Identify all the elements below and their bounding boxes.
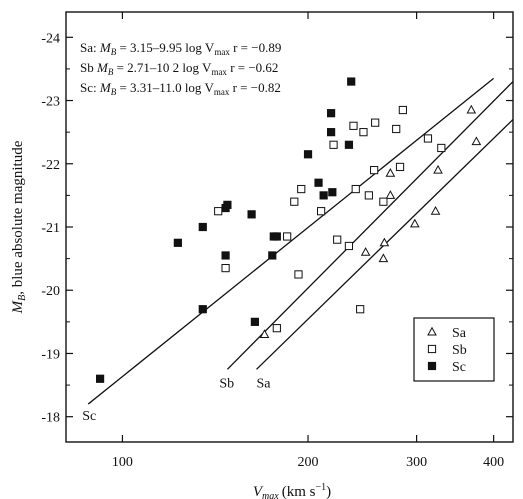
y-tick-label: -19: [41, 347, 60, 362]
data-point-sb: [370, 165, 379, 175]
legend-marker-sb: [427, 344, 437, 354]
data-point-sb: [349, 121, 358, 130]
data-point-sb: [379, 197, 388, 206]
fit-line-label-sa: Sa: [257, 376, 272, 391]
data-point-sa: [259, 329, 270, 338]
data-point-sb: [423, 134, 433, 143]
legend: Sa Sb Sc: [413, 317, 495, 382]
equation-3: Sc: MB = 3.31–11.0 log Vmax r = −0.82: [80, 80, 281, 97]
data-point-sc: [327, 109, 336, 118]
x-axis-label-sub: max: [262, 491, 279, 499]
equation-1: Sa: MB = 3.15–9.95 log Vmax r = −0.89: [80, 40, 281, 57]
data-point-sc: [328, 188, 337, 197]
data-point-sc: [347, 77, 356, 86]
data-point-sb: [437, 143, 446, 153]
y-axis-label-sub: B: [17, 295, 28, 301]
data-point-sc: [198, 222, 207, 232]
x-axis-label: Vmax (km s−1): [253, 482, 331, 499]
y-axis-ticks: -24 -23 -22 -21 -20 -19 -18: [41, 31, 513, 426]
data-point-sc: [314, 178, 323, 187]
data-point-sb: [290, 197, 299, 206]
data-point-sa: [409, 218, 420, 228]
y-axis-label-main: M: [10, 299, 26, 314]
fit-line-label-sc: Sc: [82, 409, 96, 424]
legend-label-sb: Sb: [452, 343, 467, 358]
data-point-sc: [344, 140, 354, 149]
y-tick-label: -23: [41, 95, 60, 110]
data-point-sc: [173, 238, 182, 247]
data-point-sb: [221, 264, 230, 273]
x-axis-ticks: 100 200 300 400: [112, 12, 504, 470]
data-point-sa: [378, 253, 389, 263]
data-point-sb: [316, 207, 326, 216]
data-points: [95, 77, 482, 383]
data-point-sb: [297, 184, 306, 194]
data-point-sa: [466, 104, 477, 114]
equation-2: Sb MB = 2.71–10 2 log Vmax r = −0.62: [80, 60, 278, 77]
data-point-sb: [371, 118, 380, 127]
x-tick-label: 200: [298, 455, 319, 470]
data-point-sc: [303, 150, 313, 159]
data-point-sa: [385, 168, 396, 177]
data-point-sb: [294, 270, 303, 279]
x-axis-label-main: V: [253, 484, 264, 499]
legend-marker-sa: [427, 326, 437, 336]
x-tick-label: 400: [483, 455, 504, 470]
x-axis-label-unit: (km s: [282, 484, 316, 499]
regression-equations: Sa: MB = 3.15–9.95 log Vmax r = −0.89 Sb …: [80, 40, 281, 97]
data-point-sb: [392, 124, 401, 134]
legend-label-sc: Sc: [452, 360, 466, 375]
fit-line-sb: [226, 81, 514, 370]
y-tick-label: -18: [41, 411, 60, 426]
data-point-sc: [268, 251, 277, 260]
data-point-sc: [272, 232, 281, 241]
y-tick-label: -24: [41, 31, 60, 46]
x-axis-label-unit-sup: −1: [315, 482, 326, 493]
data-point-sb: [333, 235, 342, 244]
data-point-sb: [398, 105, 407, 115]
x-tick-label: 100: [112, 455, 133, 470]
data-point-sb: [272, 324, 281, 333]
data-point-sb: [214, 207, 223, 216]
data-point-sb: [395, 162, 405, 172]
data-point-sb: [356, 305, 365, 314]
y-tick-label: -20: [41, 284, 60, 299]
y-axis-label: MB, blue absolute magnitude: [10, 140, 28, 314]
data-point-sa: [385, 190, 396, 199]
data-point-sa: [433, 164, 443, 174]
data-point-sb: [283, 232, 292, 241]
fit-line-sc: [87, 77, 495, 405]
data-point-sb: [344, 241, 354, 251]
data-point-sc: [319, 191, 328, 200]
legend-box: [413, 317, 495, 382]
x-tick-label: 300: [406, 455, 427, 470]
fit-line-label-sb: Sb: [219, 376, 234, 391]
data-point-sc: [247, 210, 256, 219]
data-point-sb: [329, 140, 338, 149]
y-tick-label: -22: [41, 158, 60, 173]
data-point-sc: [250, 317, 259, 326]
data-point-sc: [198, 305, 207, 314]
data-point-sc: [327, 128, 336, 137]
data-point-sa: [471, 136, 482, 146]
data-point-sa: [379, 237, 390, 247]
y-tick-label: -21: [41, 221, 60, 236]
legend-marker-sc: [427, 361, 437, 371]
y-axis-label-rest: , blue absolute magnitude: [10, 140, 26, 294]
data-point-sb: [351, 184, 360, 194]
data-point-sc: [95, 374, 105, 383]
data-point-sb: [359, 128, 368, 137]
legend-label-sa: Sa: [452, 326, 467, 341]
x-axis-label-close: ): [326, 484, 331, 499]
data-point-sc: [221, 251, 230, 260]
data-point-sa: [430, 205, 441, 215]
data-point-sa: [360, 247, 371, 256]
data-point-sc: [223, 200, 232, 209]
data-point-sb: [364, 191, 373, 200]
